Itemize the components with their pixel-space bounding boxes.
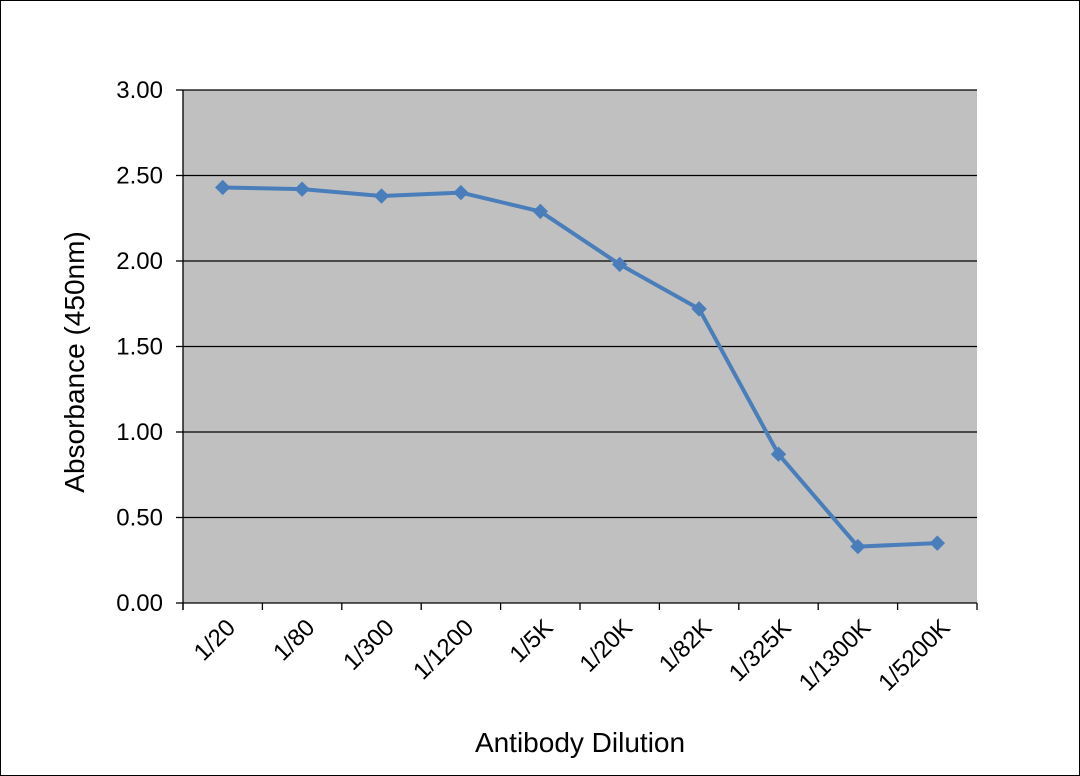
series-line <box>220 185 940 549</box>
y-tick-label: 1.50 <box>116 334 163 361</box>
y-tick-label: 2.00 <box>116 248 163 275</box>
x-tick-label: 1/20 <box>189 614 241 666</box>
x-axis-title: Antibody Dilution <box>475 727 685 758</box>
data-point-marker <box>532 203 549 220</box>
x-tick-label: 1/5200K <box>873 614 955 696</box>
data-point-marker <box>611 256 628 273</box>
x-tick-label: 1/1200 <box>408 614 479 685</box>
data-point-marker <box>691 301 707 317</box>
x-tick-label: 1/5K <box>505 614 559 668</box>
y-axis-title: Absorbance (450nm) <box>59 231 90 492</box>
x-tick-label: 1/20K <box>575 614 638 677</box>
data-point-marker <box>929 535 946 551</box>
data-point-marker <box>850 538 866 555</box>
y-tick-label: 0.00 <box>116 590 163 617</box>
data-point-marker <box>770 446 787 462</box>
y-tick-label: 0.50 <box>116 505 163 532</box>
x-tick-label: 1/82K <box>654 614 717 677</box>
data-point-marker <box>373 188 390 204</box>
x-tick-label: 1/300 <box>338 614 400 676</box>
y-tick-label: 2.50 <box>116 163 163 190</box>
x-tick-label: 1/80 <box>268 614 320 666</box>
y-tick-label: 1.00 <box>116 419 163 446</box>
data-point-marker <box>214 179 231 196</box>
x-tick-label: 1/1300K <box>794 614 876 696</box>
y-tick-label: 3.00 <box>116 77 163 104</box>
data-point-marker <box>453 184 469 201</box>
x-tick-label: 1/325K <box>724 614 797 687</box>
data-point-marker <box>294 181 310 197</box>
